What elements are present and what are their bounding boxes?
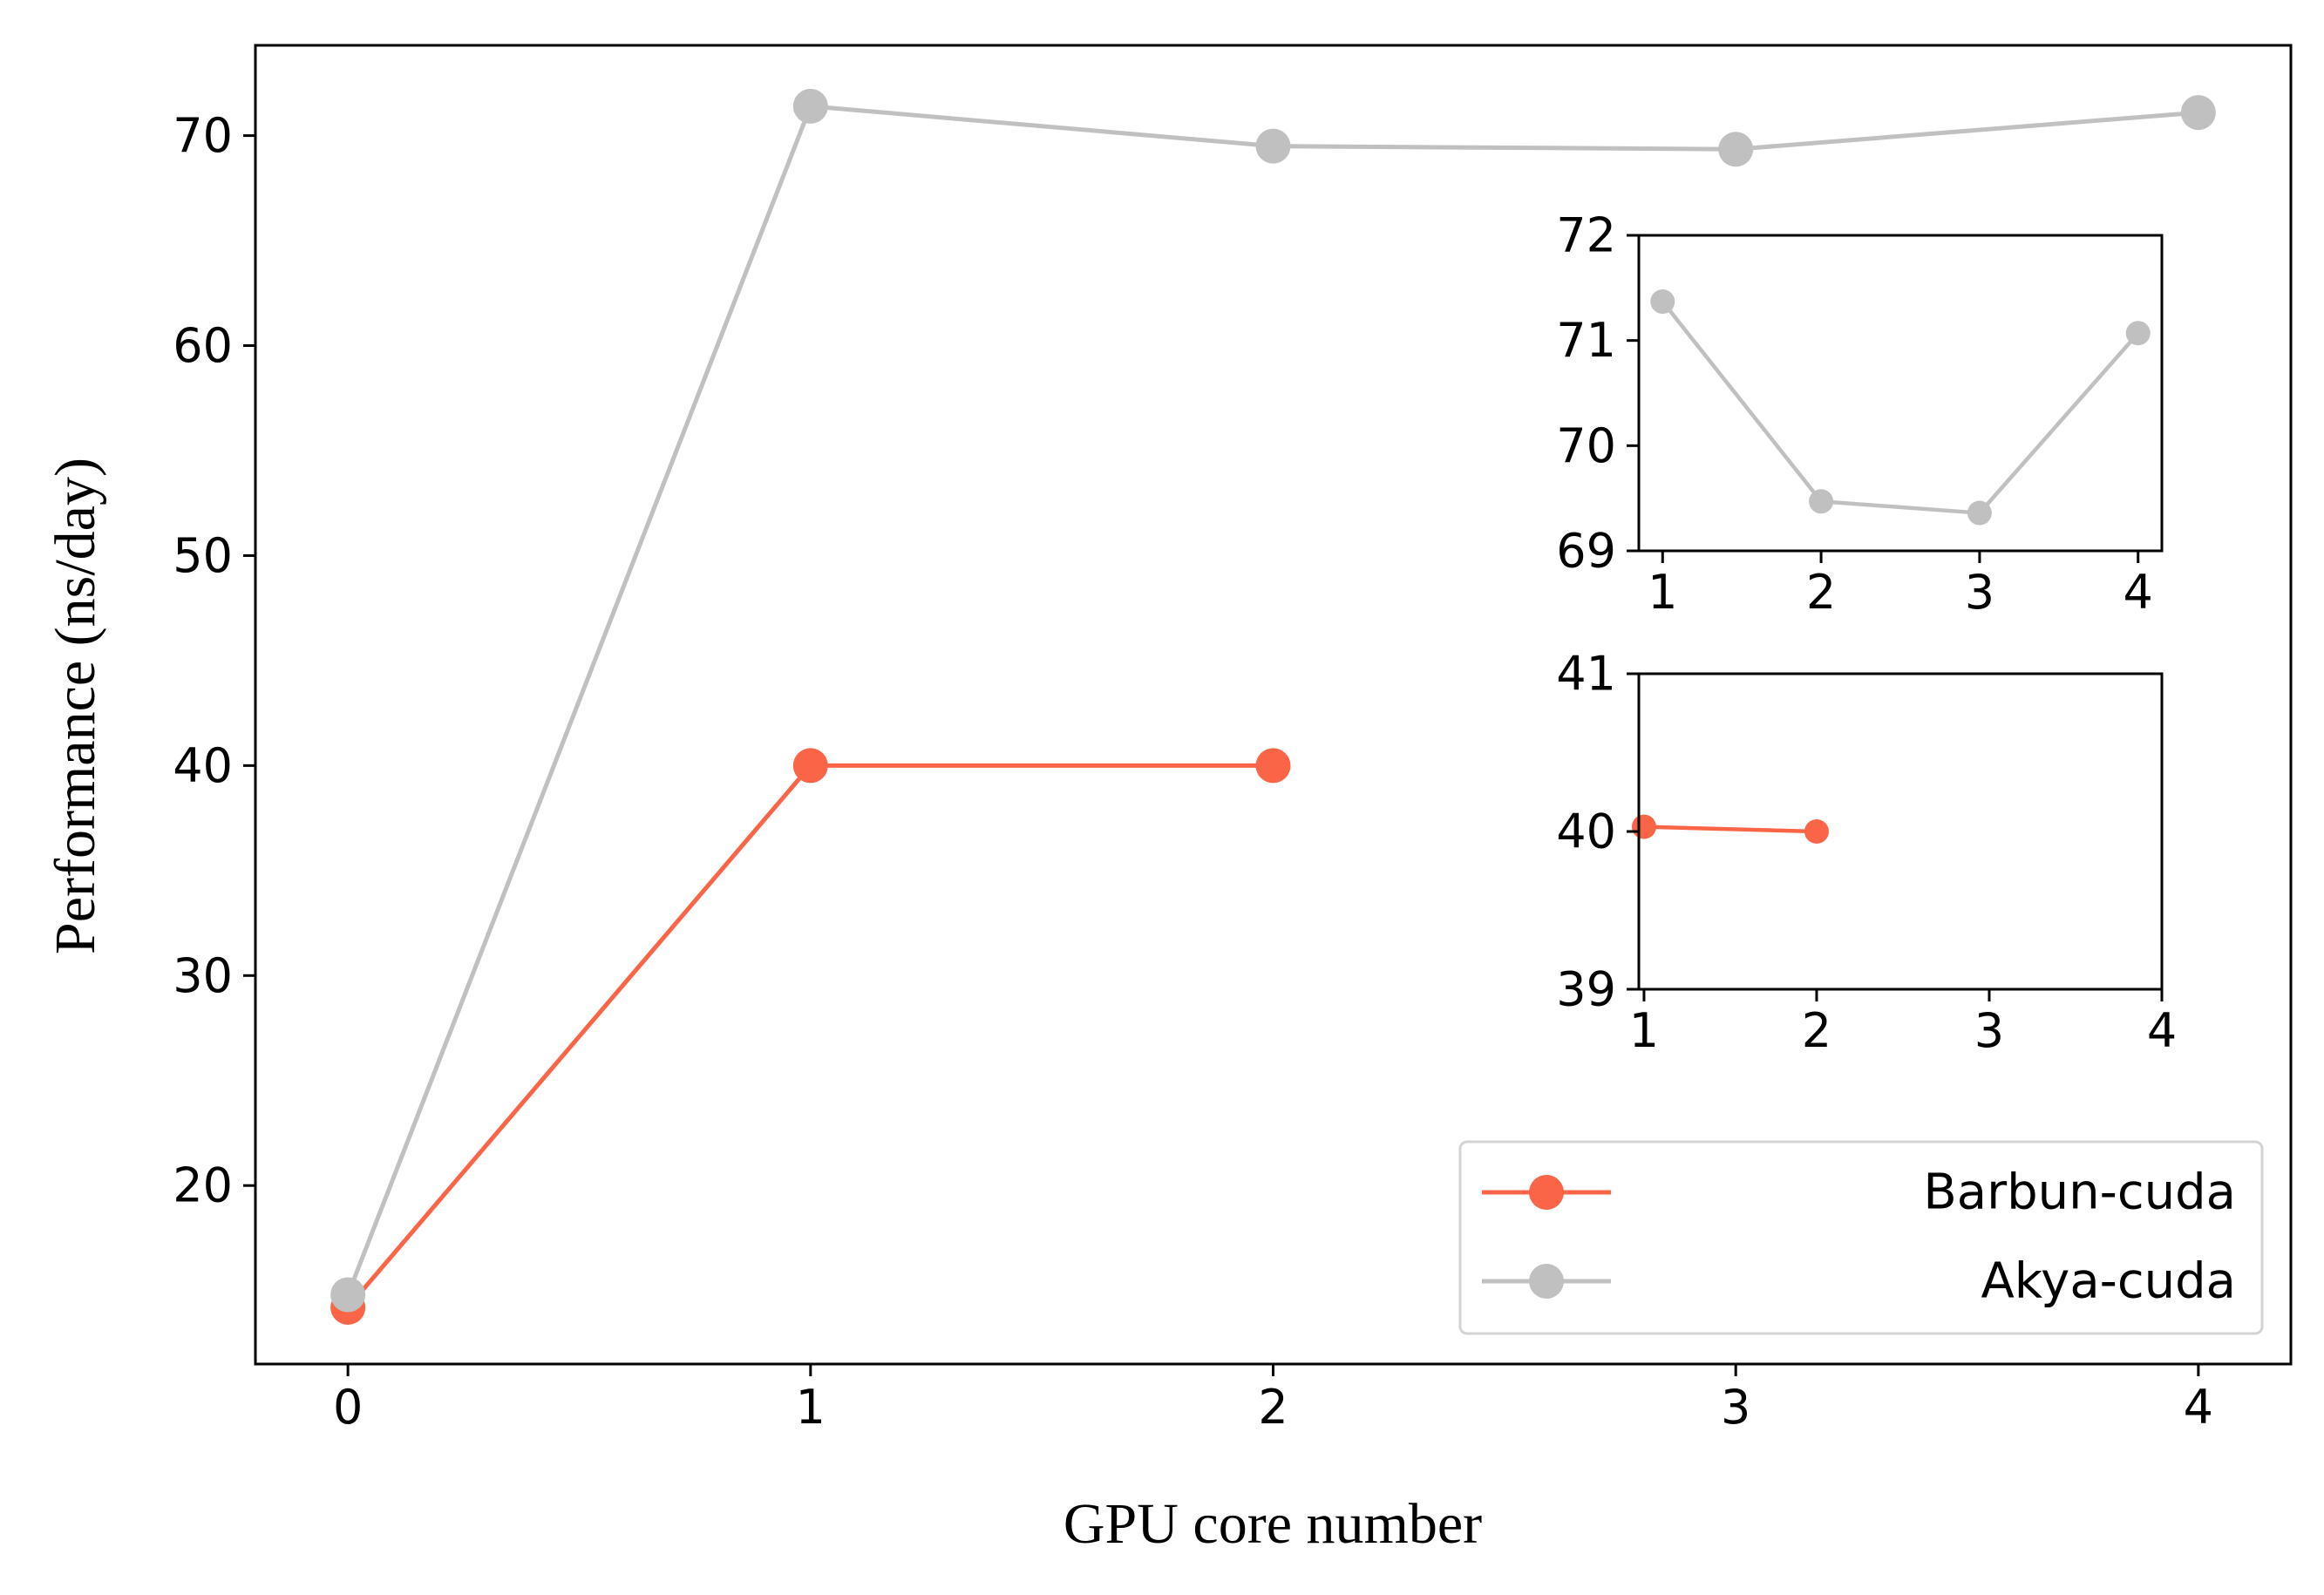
legend-entry-barbun-cuda: Barbun-cuda (1482, 1164, 2236, 1221)
x-tick-label: 3 (1974, 1003, 2004, 1058)
data-point (1967, 500, 1992, 526)
y-tick-label: 40 (1556, 804, 1616, 859)
data-point (1650, 289, 1675, 315)
y-tick-label: 60 (173, 318, 233, 373)
y-tick-label: 41 (1556, 647, 1616, 702)
y-tick-label: 39 (1556, 962, 1616, 1017)
data-point (1255, 748, 1291, 784)
series-line (1661, 300, 2140, 515)
x-tick-label: 1 (796, 1380, 826, 1435)
y-tick-label: 30 (173, 948, 233, 1003)
y-tick-label: 40 (173, 738, 233, 793)
inset-upper: 1 2 3 4 69 70 71 72 (1556, 208, 2164, 620)
data-point (1718, 132, 1754, 167)
series-line (345, 104, 2199, 1296)
y-tick-label: 70 (1556, 418, 1616, 473)
legend-label: Akya-cuda (1981, 1253, 2236, 1310)
x-tick-label: 3 (1965, 565, 1994, 620)
x-tick-label: 1 (1629, 1003, 1659, 1058)
plot-frame (1637, 234, 2164, 553)
data-point (2125, 321, 2151, 346)
inset-lower: 1 2 3 4 39 40 41 (1556, 647, 2177, 1059)
legend-box (1458, 1140, 2264, 1335)
legend-label: Barbun-cuda (1923, 1164, 2236, 1221)
series-akya-cuda (1650, 289, 2151, 526)
series-line (1643, 825, 1818, 834)
data-point (1804, 819, 1829, 844)
x-tick-label: 4 (2184, 1380, 2213, 1435)
y-tick-label: 50 (173, 528, 233, 583)
x-tick-label: 2 (1258, 1380, 1288, 1435)
x-tick-label: 2 (1806, 565, 1836, 620)
data-point (2180, 95, 2216, 131)
data-point (330, 1277, 366, 1313)
x-tick-label: 0 (333, 1380, 363, 1435)
y-tick-label: 71 (1556, 313, 1616, 368)
data-point (1255, 128, 1291, 164)
legend-swatch-marker (1529, 1175, 1564, 1210)
y-tick-label: 70 (173, 108, 233, 163)
main-plot: 0 1 2 3 4 20 30 40 50 60 70 (173, 44, 2293, 1435)
y-axis-label: Performance (ns/day) (44, 458, 107, 954)
y-tick-label: 20 (173, 1158, 233, 1213)
data-point (1809, 489, 1834, 514)
series-barbun-cuda (1631, 814, 1829, 844)
y-tick-label: 69 (1556, 524, 1616, 579)
x-tick-label: 1 (1648, 565, 1677, 620)
y-tick-label: 72 (1556, 208, 1616, 263)
x-tick-label: 2 (1802, 1003, 1831, 1058)
data-point (792, 748, 828, 784)
x-tick-label: 3 (1721, 1380, 1750, 1435)
legend-entry-akya-cuda: Akya-cuda (1482, 1253, 2236, 1310)
legend-swatch-marker (1529, 1264, 1564, 1299)
legend: Barbun-cuda Akya-cuda (1458, 1140, 2264, 1335)
plot-frame (1637, 672, 2164, 991)
x-tick-label: 4 (2124, 565, 2153, 620)
x-tick-label: 4 (2147, 1003, 2177, 1058)
series-akya-cuda (330, 88, 2216, 1313)
x-axis-label: GPU core number (1063, 1492, 1482, 1556)
data-point (792, 88, 828, 124)
series-line (346, 763, 1274, 1309)
data-point (1631, 814, 1656, 839)
series-barbun-cuda (330, 748, 1291, 1325)
